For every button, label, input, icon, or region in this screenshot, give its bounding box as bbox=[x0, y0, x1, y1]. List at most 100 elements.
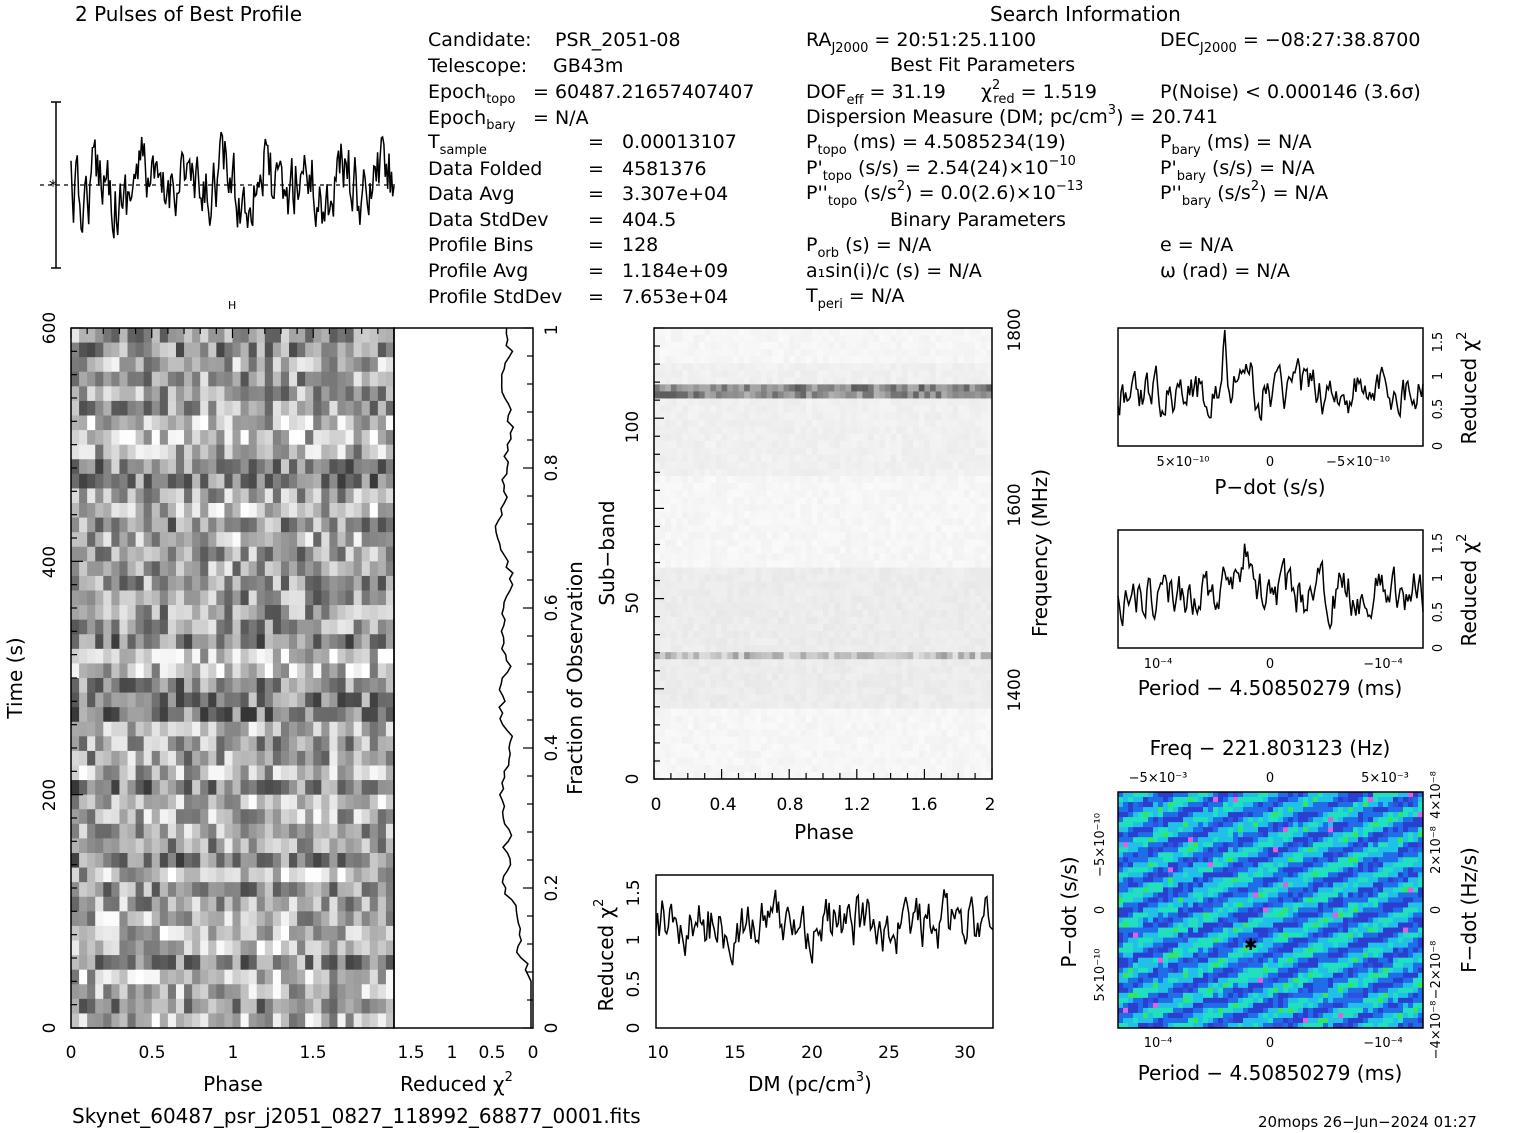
subband-cell bbox=[772, 454, 779, 463]
subband-cell bbox=[710, 602, 717, 611]
time-phase-cell bbox=[71, 663, 80, 679]
subband-cell bbox=[715, 433, 723, 442]
time-phase-cell bbox=[264, 517, 274, 533]
time-phase-cell bbox=[345, 386, 355, 402]
subband-cell bbox=[721, 609, 728, 618]
time-phase-cell bbox=[216, 532, 226, 548]
subband-cell bbox=[682, 659, 689, 667]
subband-cell bbox=[907, 652, 914, 660]
time-phase-cell bbox=[361, 984, 371, 1000]
subband-cell bbox=[930, 356, 937, 364]
time-phase-cell bbox=[248, 386, 258, 402]
subband-cell bbox=[676, 405, 683, 414]
subband-cell bbox=[732, 532, 739, 540]
time-phase-cell bbox=[119, 1013, 129, 1029]
subband-cell bbox=[670, 483, 678, 491]
subband-cell bbox=[749, 525, 756, 533]
subband-cell bbox=[879, 363, 886, 371]
subband-cell bbox=[783, 454, 790, 463]
subband-cell bbox=[665, 581, 672, 590]
subband-cell bbox=[868, 546, 875, 554]
subband-cell bbox=[879, 574, 886, 583]
subband-cell bbox=[670, 588, 678, 597]
time-phase-cell bbox=[184, 925, 193, 942]
subband-cell bbox=[941, 447, 948, 456]
subband-cell bbox=[873, 532, 880, 540]
subband-cell bbox=[913, 518, 920, 526]
time-phase-cell bbox=[313, 998, 322, 1015]
time-phase-cell bbox=[224, 400, 234, 417]
subband-cell bbox=[896, 440, 903, 449]
time-phase-cell bbox=[95, 473, 104, 490]
time-phase-cell bbox=[87, 838, 96, 854]
time-phase-cell bbox=[256, 459, 266, 475]
time-phase-cell bbox=[79, 984, 88, 1000]
subband-cell bbox=[699, 483, 706, 491]
subband-cell bbox=[913, 638, 920, 646]
subband-cell bbox=[693, 398, 700, 407]
time-phase-cell bbox=[305, 634, 314, 650]
subband-cell bbox=[777, 574, 785, 583]
time-phase-cell bbox=[95, 328, 104, 344]
subband-cell bbox=[659, 483, 666, 491]
time-phase-cell bbox=[151, 736, 161, 752]
subband-cell bbox=[699, 335, 706, 343]
subband-cell bbox=[930, 609, 937, 618]
subband-cell bbox=[862, 616, 869, 625]
subband-cell bbox=[777, 609, 785, 618]
time-phase-cell bbox=[192, 794, 201, 810]
subband-cell bbox=[896, 602, 903, 611]
time-phase-cell bbox=[200, 473, 209, 490]
time-phase-cell bbox=[216, 911, 226, 927]
time-phase-cell bbox=[95, 838, 104, 854]
subband-cell bbox=[811, 454, 818, 463]
subband-cell bbox=[817, 504, 824, 512]
subband-cell bbox=[687, 433, 694, 442]
time-phase-cell bbox=[305, 765, 314, 781]
subband-cell bbox=[975, 560, 982, 569]
subband-cell bbox=[766, 595, 773, 604]
time-phase-cell bbox=[79, 780, 88, 796]
time-phase-cell bbox=[127, 386, 137, 402]
subband-cell bbox=[958, 356, 965, 364]
subband-cell bbox=[682, 363, 689, 371]
time-phase-cell bbox=[353, 911, 363, 927]
time-phase-cell bbox=[264, 736, 274, 752]
time-phase-cell bbox=[385, 678, 395, 694]
time-phase-cell bbox=[87, 328, 96, 344]
subband-cell bbox=[896, 370, 903, 378]
time-phase-cell bbox=[321, 940, 330, 956]
time-phase-cell bbox=[297, 984, 306, 1000]
time-phase-cell bbox=[361, 575, 371, 592]
time-phase-cell bbox=[280, 678, 290, 694]
subband-cell bbox=[930, 567, 937, 576]
subband-cell bbox=[930, 659, 937, 667]
subband-cell bbox=[715, 525, 723, 533]
subband-cell bbox=[958, 588, 965, 597]
time-phase-cell bbox=[127, 794, 137, 810]
subband-cell bbox=[884, 623, 892, 632]
subband-cell bbox=[823, 363, 830, 371]
time-phase-cell bbox=[353, 925, 363, 942]
time-phase-cell bbox=[95, 517, 104, 533]
subband-cell bbox=[693, 342, 700, 350]
time-phase-cell bbox=[192, 459, 201, 475]
subband-cell bbox=[817, 560, 824, 569]
time-phase-cell bbox=[313, 517, 322, 533]
subband-cell bbox=[873, 595, 880, 604]
subband-cell bbox=[862, 440, 869, 449]
time-phase-cell bbox=[71, 707, 80, 723]
subband-cell bbox=[749, 370, 756, 378]
subband-cell bbox=[693, 623, 700, 632]
subband-cell bbox=[890, 384, 897, 392]
time-phase-cell bbox=[240, 867, 250, 883]
subband-cell bbox=[924, 602, 931, 611]
time-phase-cell bbox=[248, 882, 258, 898]
subband-cell bbox=[868, 652, 875, 660]
time-phase-cell bbox=[167, 444, 177, 460]
time-phase-cell bbox=[256, 809, 266, 825]
time-phase-cell bbox=[127, 430, 137, 446]
time-phase-cell bbox=[280, 765, 290, 781]
subband-cell bbox=[699, 588, 706, 597]
time-phase-cell bbox=[232, 473, 242, 490]
